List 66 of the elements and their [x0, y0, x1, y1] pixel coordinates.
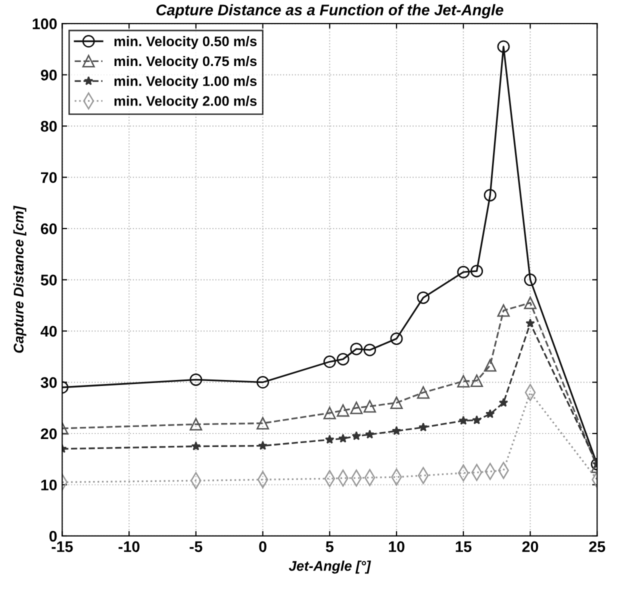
legend-label: min. Velocity 1.00 m/s — [114, 76, 257, 89]
point — [190, 418, 202, 431]
x-tick-label: 15 — [456, 541, 472, 552]
x-tick-label: -5 — [190, 541, 202, 552]
y-tick-label: 70 — [41, 172, 57, 183]
point — [524, 296, 537, 310]
point — [392, 426, 402, 436]
y-tick-label: 60 — [40, 223, 57, 234]
point — [484, 359, 496, 372]
x-tick-label: -10 — [118, 541, 140, 552]
x-tick-label: 0 — [259, 541, 266, 552]
x-tick-label: 5 — [326, 541, 334, 552]
point — [417, 291, 430, 304]
point — [352, 431, 362, 440]
point — [365, 430, 374, 439]
point — [390, 396, 403, 410]
y-tick-label: 10 — [41, 480, 57, 490]
x-tick-label: 20 — [522, 541, 538, 552]
x-tick-label: 10 — [388, 541, 404, 552]
point — [325, 434, 334, 444]
point — [256, 376, 270, 389]
y-tick-label: 30 — [40, 377, 57, 388]
point — [336, 352, 350, 366]
point — [338, 434, 348, 443]
point — [417, 386, 430, 399]
legend-label: min. Velocity 0.75 m/s — [114, 56, 257, 69]
point — [191, 441, 201, 450]
point — [457, 374, 470, 388]
point — [418, 422, 428, 432]
point — [457, 266, 470, 278]
y-tick-label: 90 — [40, 70, 57, 80]
point — [470, 374, 484, 387]
point — [364, 400, 376, 413]
y-tick-label: 20 — [40, 428, 57, 440]
point — [484, 188, 496, 202]
legend-label: min. Velocity 2.00 m/s — [114, 96, 257, 109]
point — [497, 40, 510, 53]
point — [323, 356, 336, 368]
point — [336, 404, 350, 417]
chart-title: Capture Distance as a Function of the Jet-Angle — [156, 4, 504, 18]
point — [190, 373, 202, 386]
y-tick-label: 40 — [40, 326, 57, 337]
point — [497, 304, 510, 317]
point — [364, 344, 376, 356]
point — [458, 416, 468, 425]
point — [350, 402, 363, 414]
legend-label: min. Velocity 0.50 m/s — [114, 36, 257, 50]
point — [524, 274, 537, 286]
point — [526, 318, 535, 328]
x-tick-label: -15 — [52, 541, 73, 552]
point — [498, 398, 508, 407]
x-axis-title: Jet-Angle [°] — [288, 560, 372, 574]
point — [350, 342, 363, 356]
point — [485, 409, 495, 418]
point — [323, 406, 336, 420]
y-tick-label: 50 — [40, 274, 57, 286]
y-tick-label: 0 — [49, 530, 57, 542]
point — [390, 332, 403, 345]
y-tick-label: 100 — [32, 18, 57, 30]
point — [470, 264, 484, 278]
y-axis-title: Capture Distance [cm] — [13, 206, 26, 353]
point — [258, 440, 268, 450]
point — [472, 415, 482, 424]
y-tick-label: 80 — [40, 120, 57, 132]
point — [256, 417, 270, 430]
x-tick-label: 25 — [589, 541, 606, 552]
